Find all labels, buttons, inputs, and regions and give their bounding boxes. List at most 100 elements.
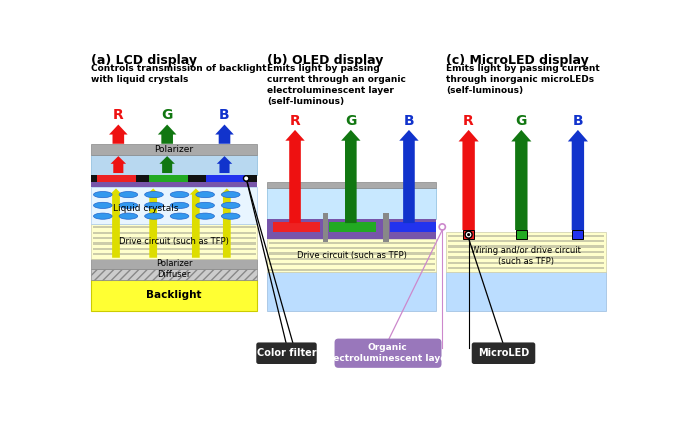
- Text: Polarizer: Polarizer: [154, 145, 194, 153]
- Bar: [447, 262, 605, 264]
- FancyArrow shape: [511, 130, 531, 230]
- Text: Emits light by passing current
through inorganic microLEDs
(self-luminous): Emits light by passing current through i…: [446, 64, 600, 95]
- Bar: [447, 251, 605, 253]
- Text: Diffuser: Diffuser: [158, 270, 191, 279]
- Bar: [573, 230, 583, 239]
- Text: B: B: [573, 114, 583, 127]
- Text: Color filter: Color filter: [256, 348, 316, 358]
- Bar: [206, 176, 245, 182]
- Ellipse shape: [222, 213, 240, 219]
- Bar: [516, 230, 527, 239]
- Bar: [91, 224, 257, 259]
- Text: G: G: [515, 114, 527, 127]
- Text: Wiring and/or drive circuit
(such as TFP): Wiring and/or drive circuit (such as TFP…: [471, 246, 581, 266]
- FancyBboxPatch shape: [335, 339, 441, 368]
- Bar: [267, 188, 436, 219]
- Bar: [97, 176, 136, 182]
- Text: Controls transmission of backlight
with liquid crystals: Controls transmission of backlight with …: [91, 64, 267, 84]
- Text: R: R: [290, 114, 301, 127]
- Bar: [267, 273, 436, 311]
- FancyArrow shape: [159, 156, 175, 173]
- Ellipse shape: [119, 202, 137, 209]
- Bar: [446, 232, 606, 273]
- FancyBboxPatch shape: [256, 343, 317, 364]
- Bar: [91, 259, 257, 269]
- FancyArrow shape: [111, 156, 126, 173]
- Bar: [92, 232, 256, 234]
- FancyArrow shape: [399, 130, 419, 223]
- Bar: [323, 213, 328, 243]
- Text: Organic
electroluminescent layer: Organic electroluminescent layer: [324, 343, 451, 363]
- Bar: [92, 243, 256, 245]
- Bar: [91, 187, 257, 224]
- Bar: [329, 221, 375, 232]
- Text: (b) OLED display: (b) OLED display: [267, 54, 384, 67]
- Ellipse shape: [222, 202, 240, 209]
- Text: Emits light by passing
current through an organic
electroluminescent layer
(self: Emits light by passing current through a…: [267, 64, 406, 106]
- Bar: [447, 256, 605, 258]
- Bar: [269, 247, 435, 249]
- FancyArrow shape: [217, 156, 233, 173]
- FancyArrow shape: [109, 124, 128, 144]
- Bar: [269, 242, 435, 244]
- Bar: [91, 280, 257, 311]
- Bar: [269, 269, 435, 271]
- FancyArrow shape: [220, 188, 233, 258]
- Bar: [463, 230, 474, 239]
- Text: Drive circuit (such as TFP): Drive circuit (such as TFP): [119, 237, 229, 246]
- FancyArrow shape: [147, 188, 159, 258]
- Text: (a) LCD display: (a) LCD display: [91, 54, 197, 67]
- Ellipse shape: [145, 202, 163, 209]
- Text: Backlight: Backlight: [146, 291, 202, 300]
- Bar: [273, 221, 320, 232]
- Ellipse shape: [222, 191, 240, 198]
- FancyBboxPatch shape: [472, 343, 535, 364]
- Text: B: B: [219, 108, 230, 122]
- Bar: [447, 267, 605, 269]
- Circle shape: [467, 233, 470, 236]
- Ellipse shape: [145, 191, 163, 198]
- Bar: [447, 246, 605, 248]
- Bar: [269, 252, 435, 254]
- Ellipse shape: [94, 213, 112, 219]
- Ellipse shape: [170, 191, 189, 198]
- Bar: [267, 182, 436, 188]
- Ellipse shape: [94, 191, 112, 198]
- Text: Drive circuit (such as TFP): Drive circuit (such as TFP): [296, 251, 407, 260]
- FancyArrow shape: [568, 130, 588, 230]
- FancyArrow shape: [109, 188, 122, 258]
- Circle shape: [243, 176, 249, 181]
- Bar: [92, 237, 256, 239]
- Text: Polarizer: Polarizer: [156, 259, 192, 269]
- Bar: [91, 175, 257, 182]
- Bar: [150, 176, 188, 182]
- Bar: [267, 219, 436, 239]
- Bar: [91, 154, 257, 175]
- Bar: [92, 226, 256, 228]
- Bar: [91, 144, 257, 154]
- Ellipse shape: [196, 213, 214, 219]
- FancyArrow shape: [215, 124, 234, 144]
- FancyArrow shape: [458, 130, 479, 230]
- Text: (c) MicroLED display: (c) MicroLED display: [446, 54, 589, 67]
- Ellipse shape: [196, 191, 214, 198]
- Text: B: B: [404, 114, 414, 127]
- Ellipse shape: [145, 213, 163, 219]
- FancyArrow shape: [341, 130, 360, 223]
- Circle shape: [465, 231, 472, 238]
- Bar: [91, 269, 257, 280]
- Bar: [92, 248, 256, 250]
- Bar: [390, 221, 436, 232]
- Ellipse shape: [196, 202, 214, 209]
- Ellipse shape: [94, 202, 112, 209]
- Bar: [269, 258, 435, 260]
- Bar: [92, 253, 256, 255]
- Bar: [267, 239, 436, 273]
- FancyArrow shape: [190, 188, 202, 258]
- Text: R: R: [463, 114, 474, 127]
- Ellipse shape: [119, 213, 137, 219]
- Bar: [447, 235, 605, 237]
- Text: Liquid crystals: Liquid crystals: [113, 204, 178, 213]
- Text: G: G: [345, 114, 356, 127]
- Bar: [384, 213, 389, 243]
